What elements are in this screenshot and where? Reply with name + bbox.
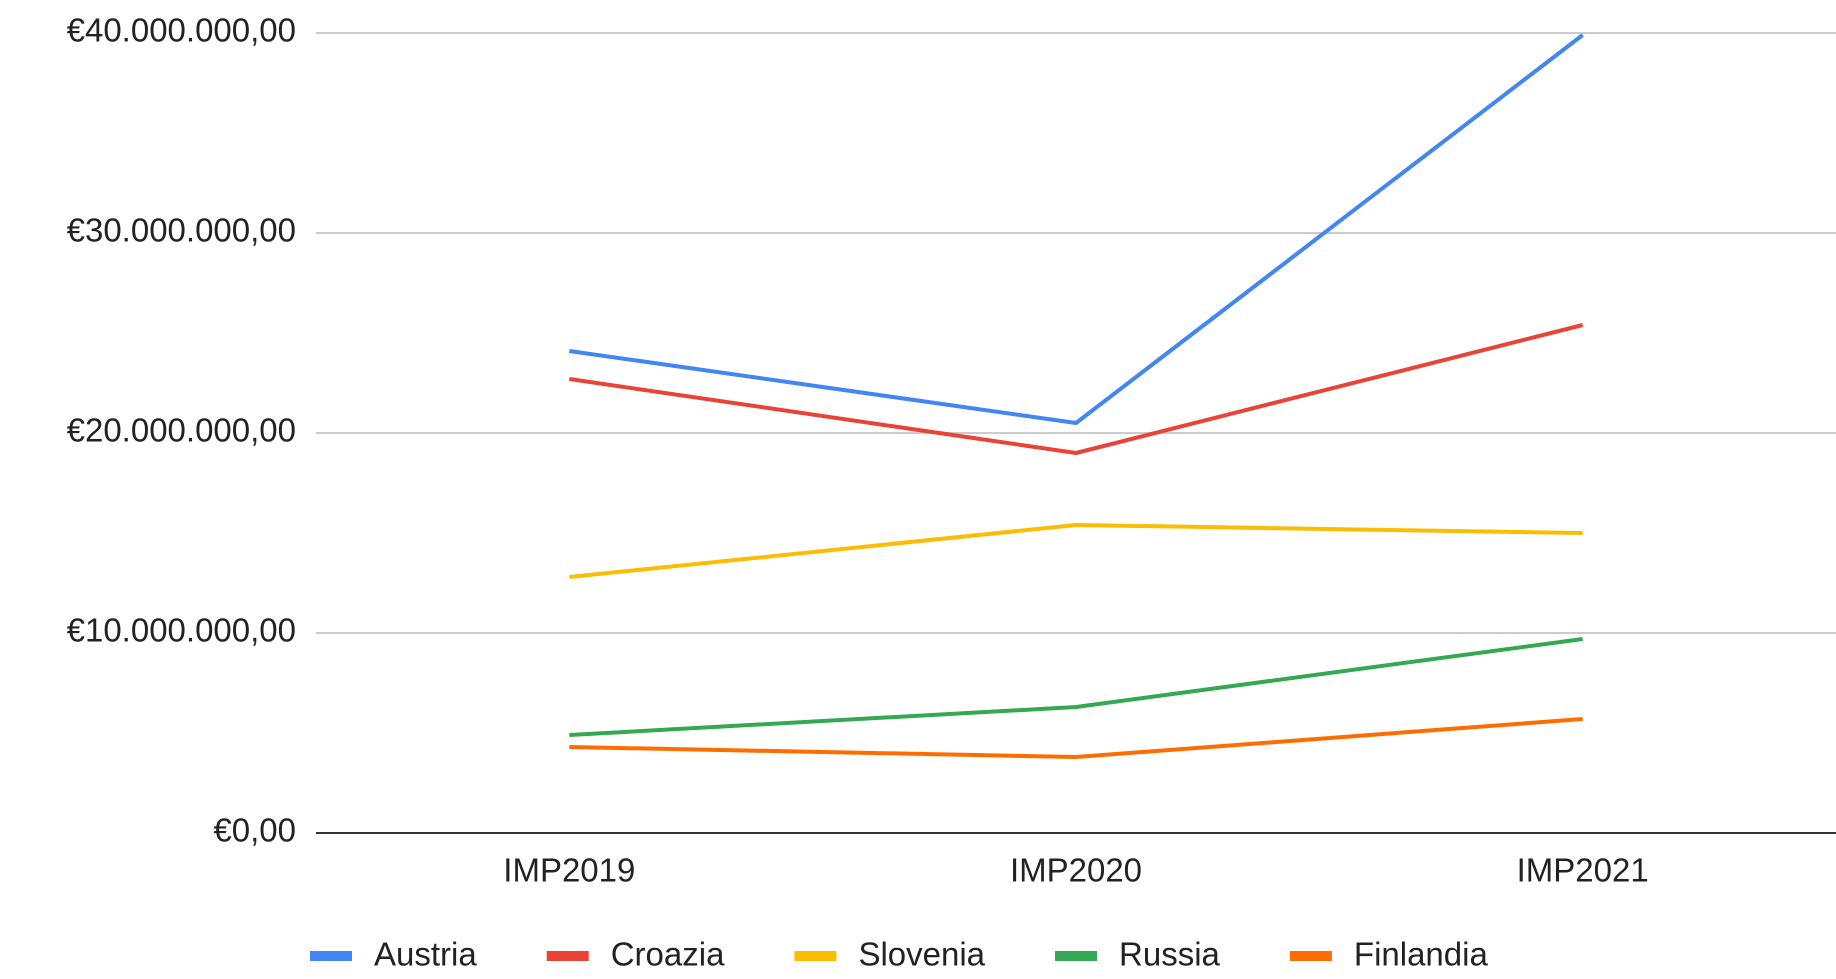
legend-label: Slovenia [858,936,985,973]
legend-label: Finlandia [1354,936,1489,973]
line-series [569,637,1583,737]
legend-label: Croazia [611,936,725,973]
x-tick-label: IMP2021 [1517,852,1649,889]
x-tick-label: IMP2019 [503,852,635,889]
line-series [569,717,1583,759]
legend-swatch [546,951,589,961]
line-series [569,523,1583,579]
y-tick-label: €40.000.000,00 [67,12,296,49]
x-tick-label: IMP2020 [1010,852,1142,889]
y-tick-label: €0,00 [213,812,296,849]
line-series [569,323,1584,455]
legend-label: Russia [1119,936,1221,973]
y-tick-label: €30.000.000,00 [67,212,296,249]
legend-swatch [1289,951,1332,961]
y-tick-label: €20.000.000,00 [67,412,296,449]
legend-label: Austria [374,936,477,973]
line-series [569,33,1584,425]
legend-swatch [1055,951,1098,961]
legend-swatch [794,951,837,961]
y-tick-label: €10.000.000,00 [67,612,296,649]
legend-swatch [310,951,352,961]
